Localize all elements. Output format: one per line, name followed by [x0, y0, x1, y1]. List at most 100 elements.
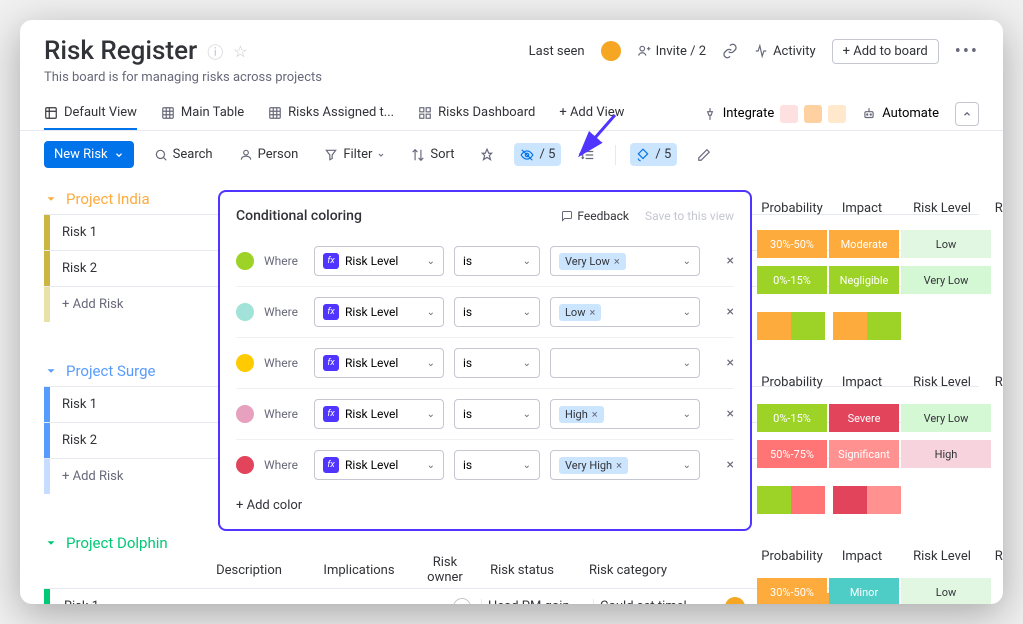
integrate-button[interactable]: Integrate: [703, 105, 847, 123]
filter-tool[interactable]: Filter: [318, 143, 391, 166]
chip-remove-icon[interactable]: ×: [614, 255, 620, 268]
collapse-header-button[interactable]: [955, 102, 979, 126]
chevron-down-icon: [44, 192, 58, 206]
color-swatch[interactable]: [236, 303, 254, 321]
level-cell[interactable]: Low: [901, 230, 991, 258]
implications-cell[interactable]: Could set timeline ...: [593, 599, 703, 604]
level-cell[interactable]: Very Low: [901, 266, 991, 294]
remove-rule-button[interactable]: ×: [727, 304, 734, 320]
edit-tool[interactable]: [691, 144, 717, 166]
tab-main-table[interactable]: Main Table: [161, 97, 244, 130]
field-select[interactable]: fxRisk Level⌄: [314, 399, 444, 429]
owner-cell[interactable]: [705, 597, 765, 605]
formula-icon: fx: [323, 457, 339, 473]
add-to-board-button[interactable]: + Add to board: [832, 39, 939, 64]
formula-icon: fx: [323, 355, 339, 371]
board-container: Risk Register ⓘ ☆ Last seen Invite / 2 A…: [20, 20, 1003, 604]
integration-badge-2: [804, 105, 822, 123]
probability-cell[interactable]: 0%-15%: [757, 404, 827, 432]
value-select[interactable]: Very Low ×⌄: [550, 246, 700, 276]
data-columns-region: Probability Impact Risk Level Risk 30%-5…: [757, 190, 1003, 604]
value-chip[interactable]: Very Low ×: [559, 253, 626, 270]
field-select[interactable]: fxRisk Level⌄: [314, 450, 444, 480]
operator-select[interactable]: is⌄: [454, 399, 540, 429]
level-cell[interactable]: Low: [901, 578, 991, 604]
impact-cell[interactable]: Minor: [829, 578, 899, 604]
chip-remove-icon[interactable]: ×: [592, 408, 598, 421]
add-color-rule-button[interactable]: + Add color: [236, 498, 734, 513]
person-icon: [239, 148, 253, 162]
level-cell[interactable]: High: [901, 440, 991, 468]
chevron-down-icon: ⌄: [523, 358, 531, 369]
color-swatch[interactable]: [236, 456, 254, 474]
paint-icon: [636, 148, 650, 162]
chip-remove-icon[interactable]: ×: [589, 306, 595, 319]
expand-icon[interactable]: +: [453, 598, 471, 605]
tab-risks-assigned[interactable]: Risks Assigned t...: [268, 97, 394, 130]
remove-rule-button[interactable]: ×: [727, 355, 734, 371]
robot-icon: [862, 107, 876, 121]
table-icon: [161, 106, 175, 120]
field-select[interactable]: fxRisk Level⌄: [314, 246, 444, 276]
feedback-button[interactable]: Feedback: [561, 209, 629, 223]
probability-cell[interactable]: 0%-15%: [757, 266, 827, 294]
automate-button[interactable]: Automate: [862, 106, 939, 121]
operator-select[interactable]: is⌄: [454, 450, 540, 480]
value-chip[interactable]: Very High ×: [559, 457, 628, 474]
value-select[interactable]: Low ×⌄: [550, 297, 700, 327]
activity-button[interactable]: Activity: [754, 44, 816, 59]
save-to-view-button[interactable]: Save to this view: [645, 209, 734, 223]
value-chip[interactable]: Low ×: [559, 304, 601, 321]
height-tool[interactable]: [575, 144, 601, 166]
sort-tool[interactable]: Sort: [405, 143, 460, 166]
column-headers: Probability Impact Risk Level Risk: [757, 190, 1003, 226]
sort-icon: [411, 148, 425, 162]
description-cell[interactable]: Head PM going on ...: [481, 599, 591, 604]
add-view-button[interactable]: + Add View: [559, 97, 624, 130]
remove-rule-button[interactable]: ×: [727, 457, 734, 473]
star-icon[interactable]: ☆: [233, 42, 247, 61]
probability-cell[interactable]: 30%-50%: [757, 578, 827, 604]
new-risk-button[interactable]: New Risk: [44, 141, 134, 168]
value-select[interactable]: Very High ×⌄: [550, 450, 700, 480]
impact-cell[interactable]: Moderate: [829, 230, 899, 258]
link-icon[interactable]: [722, 43, 738, 59]
more-menu-icon[interactable]: •••: [955, 41, 979, 62]
search-tool[interactable]: Search: [148, 143, 219, 166]
data-row: 30%-50% Moderate Low: [757, 226, 1003, 262]
field-select[interactable]: fxRisk Level⌄: [314, 348, 444, 378]
hide-columns-tool[interactable]: / 5: [514, 143, 561, 166]
probability-cell[interactable]: 50%-75%: [757, 440, 827, 468]
color-swatch[interactable]: [236, 354, 254, 372]
operator-select[interactable]: is⌄: [454, 348, 540, 378]
operator-select[interactable]: is⌄: [454, 246, 540, 276]
conditional-coloring-tool[interactable]: / 5: [630, 143, 677, 166]
field-select[interactable]: fxRisk Level⌄: [314, 297, 444, 327]
value-select[interactable]: ⌄: [550, 348, 700, 378]
color-swatch[interactable]: [236, 405, 254, 423]
tab-risks-dashboard[interactable]: Risks Dashboard: [418, 97, 535, 130]
value-chip[interactable]: High ×: [559, 406, 604, 423]
impact-cell[interactable]: Significant: [829, 440, 899, 468]
tab-default-view[interactable]: Default View: [44, 97, 137, 130]
impact-cell[interactable]: Negligible: [829, 266, 899, 294]
invite-button[interactable]: Invite / 2: [637, 44, 706, 59]
level-cell[interactable]: Very Low: [901, 404, 991, 432]
data-row: 50%-75% Significant High: [757, 436, 1003, 472]
info-icon[interactable]: ⓘ: [207, 39, 223, 63]
impact-cell[interactable]: Severe: [829, 404, 899, 432]
operator-select[interactable]: is⌄: [454, 297, 540, 327]
value-select[interactable]: High ×⌄: [550, 399, 700, 429]
where-label: Where: [264, 407, 304, 421]
probability-cell[interactable]: 30%-50%: [757, 230, 827, 258]
summary-strips: [757, 308, 1003, 344]
color-rule-row: WherefxRisk Level⌄is⌄Low ×⌄×: [236, 286, 734, 337]
chip-remove-icon[interactable]: ×: [616, 459, 622, 472]
person-filter[interactable]: Person: [233, 143, 305, 166]
column-headers: Probability Impact Risk Level Risk: [757, 538, 1003, 574]
color-swatch[interactable]: [236, 252, 254, 270]
pin-tool[interactable]: [474, 144, 500, 166]
last-seen-avatar[interactable]: [601, 41, 621, 61]
remove-rule-button[interactable]: ×: [727, 253, 734, 269]
remove-rule-button[interactable]: ×: [727, 406, 734, 422]
